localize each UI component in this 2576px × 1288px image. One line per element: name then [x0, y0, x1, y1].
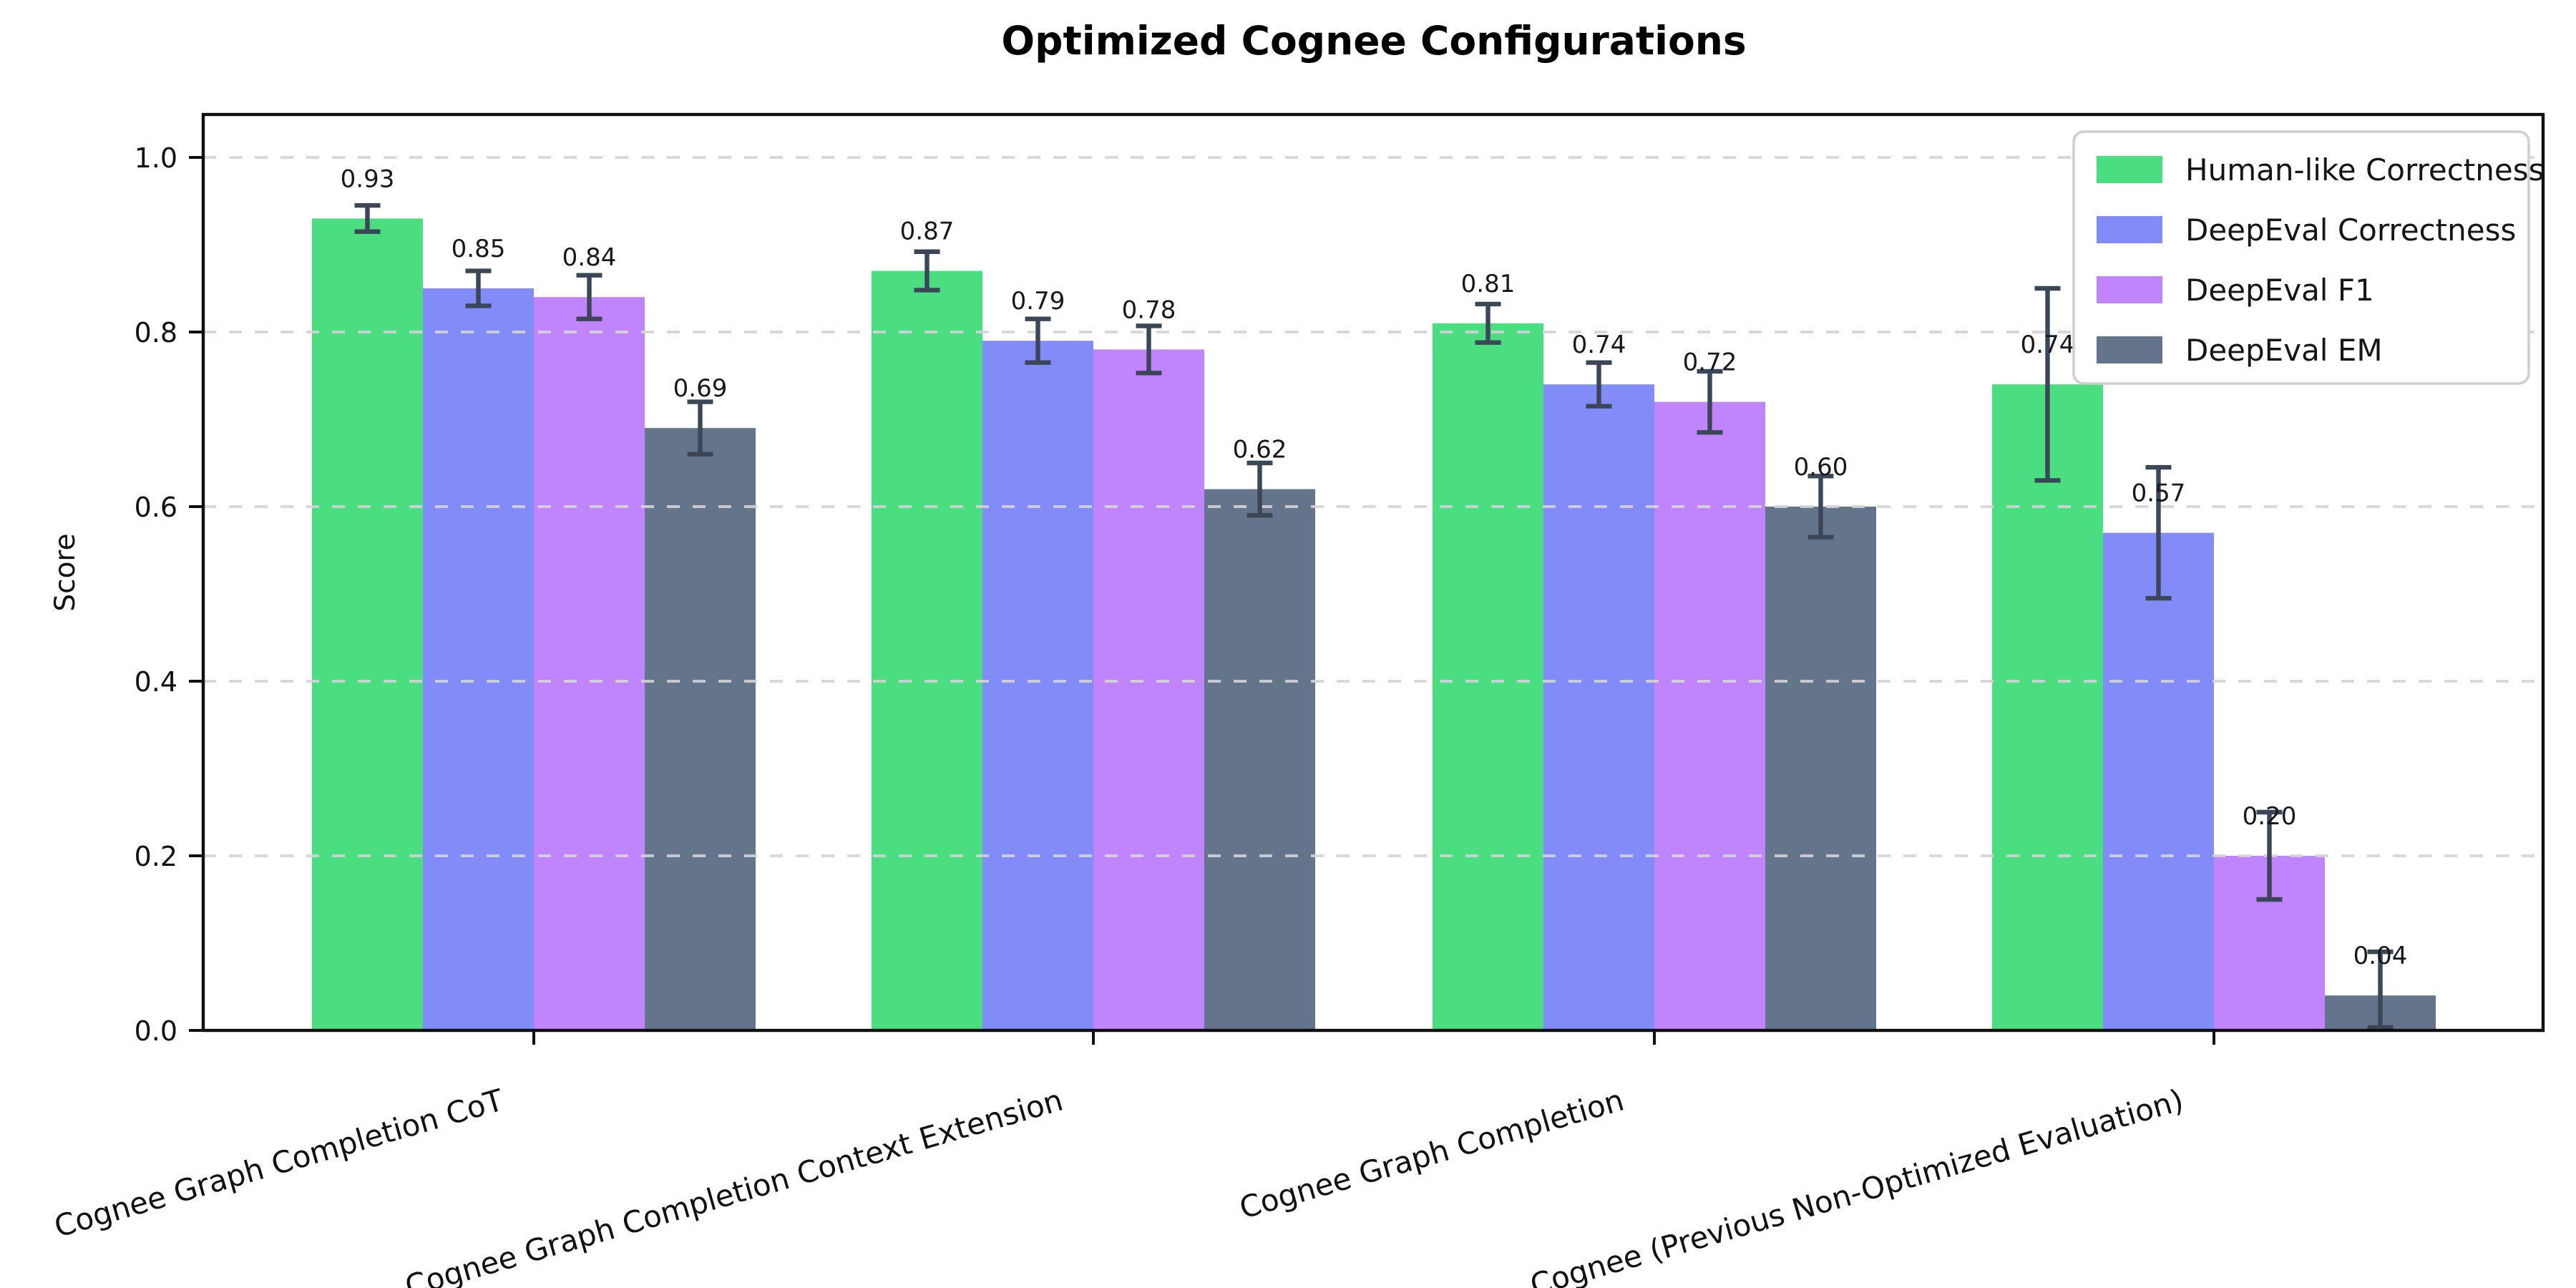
bar [534, 297, 645, 1031]
y-tick-label: 0.6 [135, 492, 177, 523]
error-bars-layer [354, 203, 2394, 1030]
bar [982, 341, 1093, 1030]
bar-value-label: 0.60 [1794, 453, 1848, 482]
bar [1093, 349, 1204, 1030]
bar [312, 218, 423, 1030]
bar-value-label: 0.04 [2353, 942, 2408, 970]
y-tick-label: 1.0 [135, 142, 177, 174]
bar [423, 288, 534, 1030]
bar [1654, 401, 1765, 1030]
bar-value-label: 0.78 [1122, 296, 1176, 324]
legend-swatch [2097, 336, 2162, 364]
bars-layer [312, 218, 2436, 1031]
value-labels-layer: 0.93 0.85 0.84 0.69 0.87 0.79 0.78 0.62 0.81 0.74… [341, 165, 2408, 970]
bar-value-label: 0.74 [1572, 331, 1626, 359]
legend-label: Human-like Correctness [2185, 152, 2545, 187]
bar [1204, 489, 1315, 1030]
y-axis-label: Score [49, 533, 82, 611]
legend-label: DeepEval Correctness [2185, 213, 2516, 248]
x-tick-label: Cognee Graph Completion [1236, 1083, 1628, 1226]
bar-value-label: 0.79 [1011, 287, 1065, 316]
y-tick-label: 0.4 [135, 666, 177, 698]
bar-value-label: 0.81 [1461, 270, 1516, 298]
bar-value-label: 0.85 [452, 235, 506, 263]
bar-value-label: 0.57 [2132, 479, 2186, 508]
bar-value-label: 0.72 [1683, 348, 1737, 377]
legend-swatch [2097, 156, 2162, 183]
gridlines-layer [203, 156, 2543, 857]
bar [2103, 532, 2214, 1030]
bar [872, 270, 982, 1031]
legend-label: DeepEval F1 [2185, 273, 2374, 308]
bar-value-label: 0.69 [673, 374, 728, 403]
bar-value-label: 0.74 [2021, 331, 2075, 359]
bar-value-label: 0.87 [900, 218, 955, 246]
legend-box [2072, 130, 2530, 385]
y-tick-label: 0.2 [135, 841, 177, 872]
bar [645, 428, 756, 1030]
bar-value-label: 0.93 [341, 165, 395, 193]
legend-swatch [2097, 216, 2162, 243]
y-tick-label: 0.8 [135, 317, 177, 348]
bar [1992, 384, 2103, 1030]
bar [1765, 507, 1876, 1030]
legend: Human-like Correctness DeepEval Correctne… [2072, 130, 2545, 385]
bar [1543, 384, 1654, 1030]
plot-border [201, 112, 2545, 1033]
bar-value-label: 0.20 [2243, 802, 2297, 831]
legend-label: DeepEval EM [2185, 333, 2383, 368]
bar [1433, 323, 1543, 1030]
bar-value-label: 0.84 [562, 243, 617, 272]
bar-value-label: 0.62 [1233, 436, 1287, 464]
legend-swatch [2097, 276, 2162, 303]
chart-title: Optimized Cognee Configurations [1001, 18, 1746, 64]
y-tick-label: 0.0 [135, 1015, 177, 1047]
x-tick-label: Cognee Graph Completion CoT [50, 1082, 507, 1244]
